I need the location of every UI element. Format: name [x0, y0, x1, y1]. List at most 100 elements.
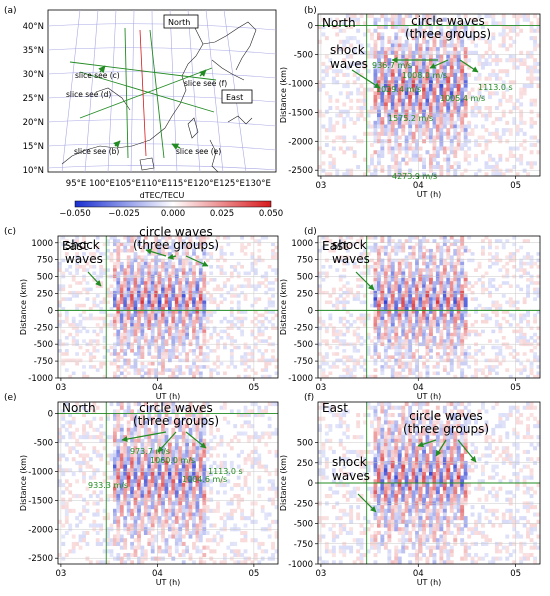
heatmap-cell — [116, 310, 121, 314]
heatmap-cell — [383, 268, 388, 272]
heatmap-cell — [71, 294, 76, 298]
heatmap-cell — [143, 512, 148, 517]
heatmap-cell — [328, 128, 333, 133]
heatmap-cell — [408, 329, 413, 334]
heatmap-cell — [181, 310, 186, 314]
heatmap-cell — [377, 290, 381, 295]
heatmap-cell — [415, 349, 419, 353]
heatmap-cell — [99, 457, 104, 462]
heatmap-cell — [130, 323, 134, 327]
heatmap-cell — [109, 284, 114, 288]
heatmap-cell — [64, 239, 69, 243]
heatmap-cell — [58, 323, 62, 327]
heatmap-cell — [404, 336, 409, 340]
x-tick-label: 05 — [510, 383, 521, 393]
heatmap-cell — [181, 323, 186, 327]
heatmap-cell — [143, 323, 148, 327]
heatmap-cell — [168, 349, 172, 353]
heatmap-cell — [373, 135, 378, 140]
heatmap-cell — [157, 490, 162, 495]
heatmap-cell — [536, 358, 541, 363]
heatmap-cell — [415, 87, 419, 92]
heatmap-cell — [113, 457, 117, 462]
heatmap-cell — [133, 271, 138, 276]
heatmap-cell — [536, 150, 541, 155]
heatmap-cell — [75, 516, 79, 521]
heatmap-cell — [515, 25, 520, 30]
heatmap-cell — [338, 146, 343, 151]
heatmap-cell — [484, 365, 489, 369]
heatmap-cell — [154, 368, 159, 372]
heatmap-cell — [178, 310, 183, 314]
heatmap-cell — [133, 402, 138, 407]
heatmap-cell — [363, 300, 367, 305]
heatmap-cell — [133, 516, 138, 521]
heatmap-cell — [352, 120, 357, 125]
heatmap-cell — [401, 303, 406, 308]
heatmap-cell — [422, 161, 426, 166]
heatmap-cell — [335, 17, 340, 22]
heatmap-cell — [119, 424, 124, 429]
heatmap-cell — [143, 265, 148, 269]
heatmap-cell — [342, 39, 347, 44]
heatmap-cell — [71, 545, 76, 550]
heatmap-cell — [394, 278, 399, 282]
heatmap-cell — [345, 17, 350, 22]
heatmap-cell — [373, 54, 378, 59]
heatmap-cell — [508, 345, 513, 350]
heatmap-cell — [192, 319, 196, 324]
heatmap-cell — [401, 109, 406, 114]
heatmap-cell — [99, 361, 104, 366]
heatmap-cell — [446, 84, 451, 89]
heatmap-cell — [195, 290, 200, 295]
heatmap-cell — [526, 271, 530, 276]
heatmap-cell — [463, 14, 468, 19]
heatmap-cell — [533, 355, 537, 359]
heatmap-cell — [349, 43, 354, 48]
heatmap-cell — [95, 453, 100, 458]
heatmap-cell — [363, 323, 367, 327]
heatmap-cell — [488, 131, 492, 136]
heatmap-cell — [143, 468, 148, 473]
heatmap-cell — [366, 265, 371, 269]
heatmap-cell — [435, 278, 440, 282]
heatmap-cell — [536, 69, 541, 74]
heatmap-cell — [429, 300, 433, 305]
heatmap-cell — [345, 310, 350, 314]
heatmap-cell — [133, 538, 138, 543]
heatmap-cell — [442, 150, 447, 155]
heatmap-cell — [95, 494, 100, 499]
heatmap-cell — [154, 245, 159, 250]
heatmap-cell — [442, 39, 447, 44]
heatmap-cell — [78, 258, 83, 263]
heatmap-cell — [377, 36, 381, 41]
heatmap-cell — [408, 245, 413, 250]
heatmap-cell — [95, 248, 100, 253]
heatmap-cell — [164, 287, 169, 292]
heatmap-cell — [401, 248, 406, 253]
heatmap-cell — [425, 95, 430, 100]
heatmap-cell — [157, 245, 162, 250]
heatmap-cell — [439, 339, 444, 343]
heatmap-cell — [446, 352, 451, 356]
heatmap-cell — [198, 294, 203, 298]
heatmap-cell — [460, 124, 465, 129]
heatmap-cell — [260, 313, 265, 318]
heatmap-cell — [233, 345, 238, 350]
heatmap-cell — [370, 245, 374, 250]
heatmap-cell — [467, 329, 472, 334]
heatmap-cell — [123, 313, 128, 318]
heatmap-cell — [178, 352, 183, 356]
heatmap-cell — [460, 65, 465, 70]
heatmap-cell — [401, 261, 406, 266]
heatmap-cell — [130, 516, 134, 521]
heatmap-cell — [137, 556, 141, 561]
heatmap-cell — [446, 339, 451, 343]
heatmap-cell — [126, 281, 131, 285]
heatmap-cell — [456, 161, 461, 166]
heatmap-cell — [192, 278, 196, 282]
heatmap-cell — [429, 54, 433, 59]
heatmap-cell — [342, 368, 347, 372]
heatmap-cell — [363, 32, 367, 37]
heatmap-cell — [435, 294, 440, 298]
